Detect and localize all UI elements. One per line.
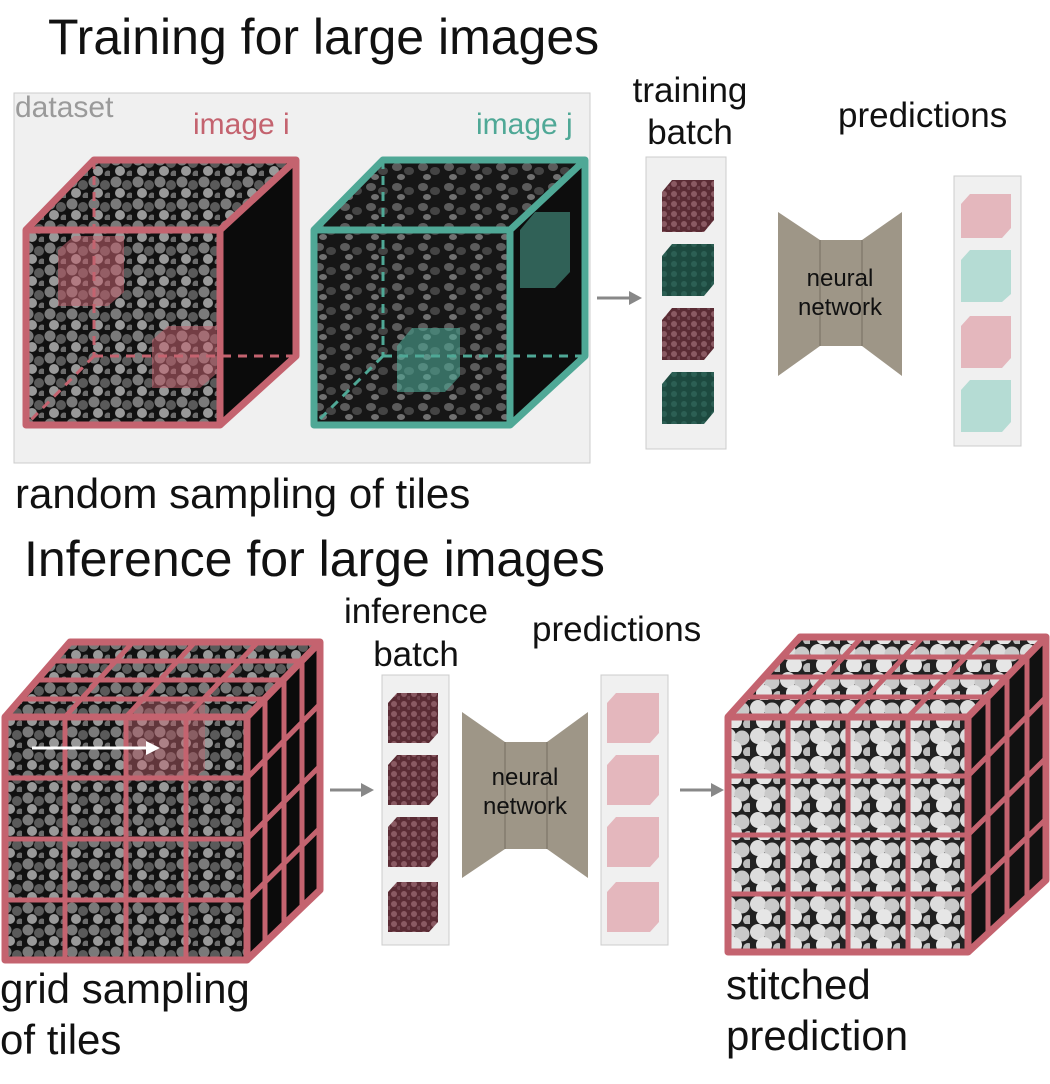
inference-batch-label-1: inference	[344, 592, 488, 631]
image-j-cube	[310, 156, 589, 429]
image-j-sample-tile-1	[520, 212, 570, 288]
image-i-sample-tile-1	[58, 236, 124, 306]
grid-caption-1: grid sampling	[0, 965, 250, 1012]
pred-i-2	[961, 316, 1011, 368]
batch-tile-i-2	[662, 308, 714, 360]
stitched-caption-2: prediction	[726, 1012, 909, 1059]
inference-title: Inference for large images	[24, 531, 605, 587]
grid-caption-2: of tiles	[0, 1016, 122, 1063]
training-predictions-panel	[953, 175, 1022, 447]
stitched-caption-1: stitched	[726, 961, 871, 1008]
inference-pred-4	[607, 882, 659, 932]
grid-sampling-cube	[1, 638, 324, 964]
training-batch-panel	[645, 156, 727, 450]
inference-tile-1	[388, 693, 438, 743]
training-title: Training for large images	[48, 9, 600, 65]
training-batch-label-2: batch	[647, 113, 733, 152]
inference-pred-1	[607, 693, 659, 743]
inference-tile-4	[388, 882, 438, 932]
image-i-sample-tile-2	[152, 326, 216, 388]
image-i-cube	[22, 156, 300, 429]
arrow-to-training-batch	[597, 291, 642, 305]
training-predictions-label: predictions	[838, 96, 1008, 135]
inference-tile-2	[388, 755, 438, 805]
scan-direction-arrow	[32, 741, 160, 755]
inference-batch-panel	[381, 674, 450, 946]
inference-network-label-1: neural	[491, 764, 559, 791]
pred-j-1	[961, 250, 1011, 302]
stitched-prediction-cube	[724, 633, 1050, 956]
inference-pred-2	[607, 755, 659, 805]
pred-i-1	[961, 194, 1011, 238]
arrow-to-stitched	[680, 783, 724, 797]
inference-neural-network	[462, 712, 588, 878]
inference-tile-3	[388, 817, 438, 867]
dataset-label: dataset	[15, 91, 114, 124]
inference-batch-label-2: batch	[373, 635, 459, 674]
pred-j-2	[961, 380, 1011, 432]
training-network-label-1: neural	[806, 265, 874, 292]
image-j-sample-tile-2	[397, 328, 460, 392]
image-i-label: image i	[193, 108, 290, 141]
batch-tile-j-2	[662, 372, 714, 424]
batch-tile-i-1	[662, 180, 714, 232]
image-j-label: image j	[476, 108, 573, 141]
inference-predictions-panel	[600, 674, 669, 946]
training-caption: random sampling of tiles	[15, 470, 471, 517]
training-batch-label-1: training	[632, 71, 748, 110]
inference-predictions-label: predictions	[532, 610, 702, 649]
training-neural-network	[778, 212, 902, 376]
inference-network-label-2: network	[482, 793, 568, 820]
training-network-label-2: network	[797, 294, 883, 321]
inference-pred-3	[607, 817, 659, 867]
arrow-to-inference-batch	[330, 783, 374, 797]
batch-tile-j-1	[662, 244, 714, 296]
